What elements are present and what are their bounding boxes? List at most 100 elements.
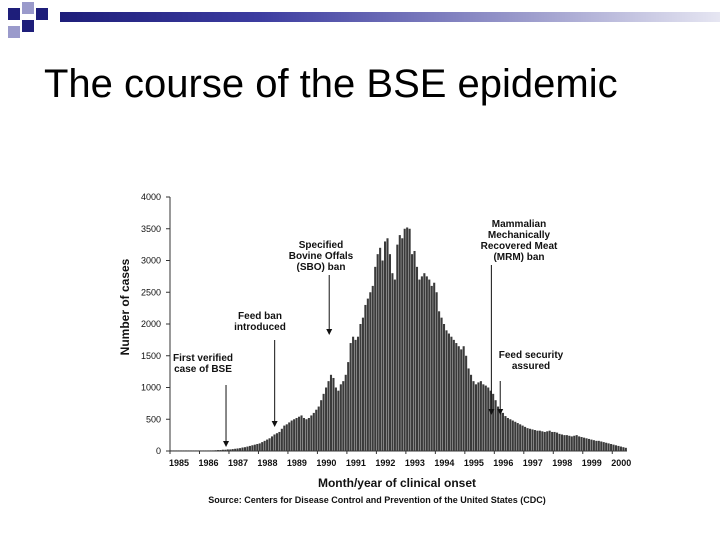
data-bar [509,419,512,451]
data-bar [302,417,306,451]
x-tick-label: 1991 [346,458,366,468]
data-bar [487,387,490,451]
data-bar [170,450,173,451]
data-bar [624,447,627,451]
data-bar [401,238,404,451]
data-bar [352,336,355,451]
data-bar [207,450,210,451]
data-bar [479,381,482,451]
data-bar [406,227,409,451]
x-axis-label: Month/year of clinical onset [318,476,476,490]
data-bar [251,445,254,451]
y-tick-label: 1000 [141,383,161,393]
data-bar [543,431,546,451]
data-bar [403,228,406,451]
data-bar [551,431,554,451]
data-bar [310,415,313,451]
x-tick-label: 1997 [523,458,543,468]
annotation-line: Mammalian [492,219,546,230]
data-bar [293,419,296,451]
data-bar [388,254,392,451]
data-bar [465,355,468,451]
data-bar [219,450,222,451]
data-bar [243,447,247,451]
data-bar [290,420,293,451]
x-tick-label: 1988 [257,458,277,468]
data-bar [187,450,190,451]
data-bar [595,440,598,451]
data-bar [226,449,229,451]
data-bar [619,446,622,451]
data-bar [258,443,261,451]
data-bar [460,349,463,451]
source-note: Source: Centers for Disease Control and … [208,495,546,505]
data-bar [256,444,259,451]
data-bar [528,428,532,451]
y-axis-label: Number of cases [118,258,132,355]
data-bar [288,422,291,451]
x-tick-label: 1987 [228,458,248,468]
data-bar [229,449,232,451]
data-bar [315,409,318,451]
chart-bars [170,227,627,451]
data-bar [521,425,524,451]
data-bar [312,412,315,451]
data-bar [361,317,364,451]
data-bar [320,400,323,451]
slide-title: The course of the BSE epidemic [44,62,618,106]
data-bar [408,228,411,451]
data-bar [472,381,475,451]
data-bar [285,424,288,451]
data-bar [575,435,578,451]
data-bar [329,374,333,451]
data-bar [234,448,237,451]
data-bar [553,431,556,451]
data-bar [560,434,563,451]
data-bar [221,449,224,451]
annotation-arrow-head [326,329,333,335]
data-bar [418,279,421,451]
data-bar [533,430,536,451]
data-bar [511,420,514,451]
data-bar [524,426,527,451]
data-bar [374,266,377,451]
data-bar [386,238,389,451]
data-bar [236,448,239,451]
data-bar [396,244,399,451]
data-bar [415,266,419,451]
data-bar [469,374,473,451]
data-bar [347,362,350,451]
data-bar [393,279,396,451]
annotation-line: Mechanically [488,230,551,241]
x-tick-label: 1994 [434,458,454,468]
data-bar [275,433,278,451]
y-tick-label: 1500 [141,351,161,361]
x-tick-label: 1992 [375,458,395,468]
data-bar [501,412,505,451]
data-bar [332,377,335,451]
data-bar [433,282,436,451]
data-bar [189,450,192,451]
data-bar [565,435,568,451]
data-bar [175,450,178,451]
x-tick-label: 1990 [316,458,336,468]
annotation-arrow-head [488,409,495,415]
annotation-line: (MRM) ban [493,252,544,263]
y-tick-label: 4000 [141,192,161,202]
data-bar [536,430,539,451]
data-bar [504,416,507,451]
y-tick-label: 0 [156,446,161,456]
data-bar [379,247,382,451]
annotation-label: Mammalian Mechanically Recovered Meat (MRM)… [481,219,558,263]
data-bar [420,276,423,451]
data-bar [246,446,249,451]
data-bar [438,311,441,451]
data-bar [442,324,446,451]
annotation-line: case of BSE [174,364,232,375]
y-tick-label: 3500 [141,224,161,234]
annotation-arrow-head [497,409,504,415]
annotation-line: introduced [234,322,286,333]
annotation-label: Specified Bovine Offals (SBO) ban [289,240,354,273]
data-bar [541,431,544,451]
decor-square [8,26,20,38]
